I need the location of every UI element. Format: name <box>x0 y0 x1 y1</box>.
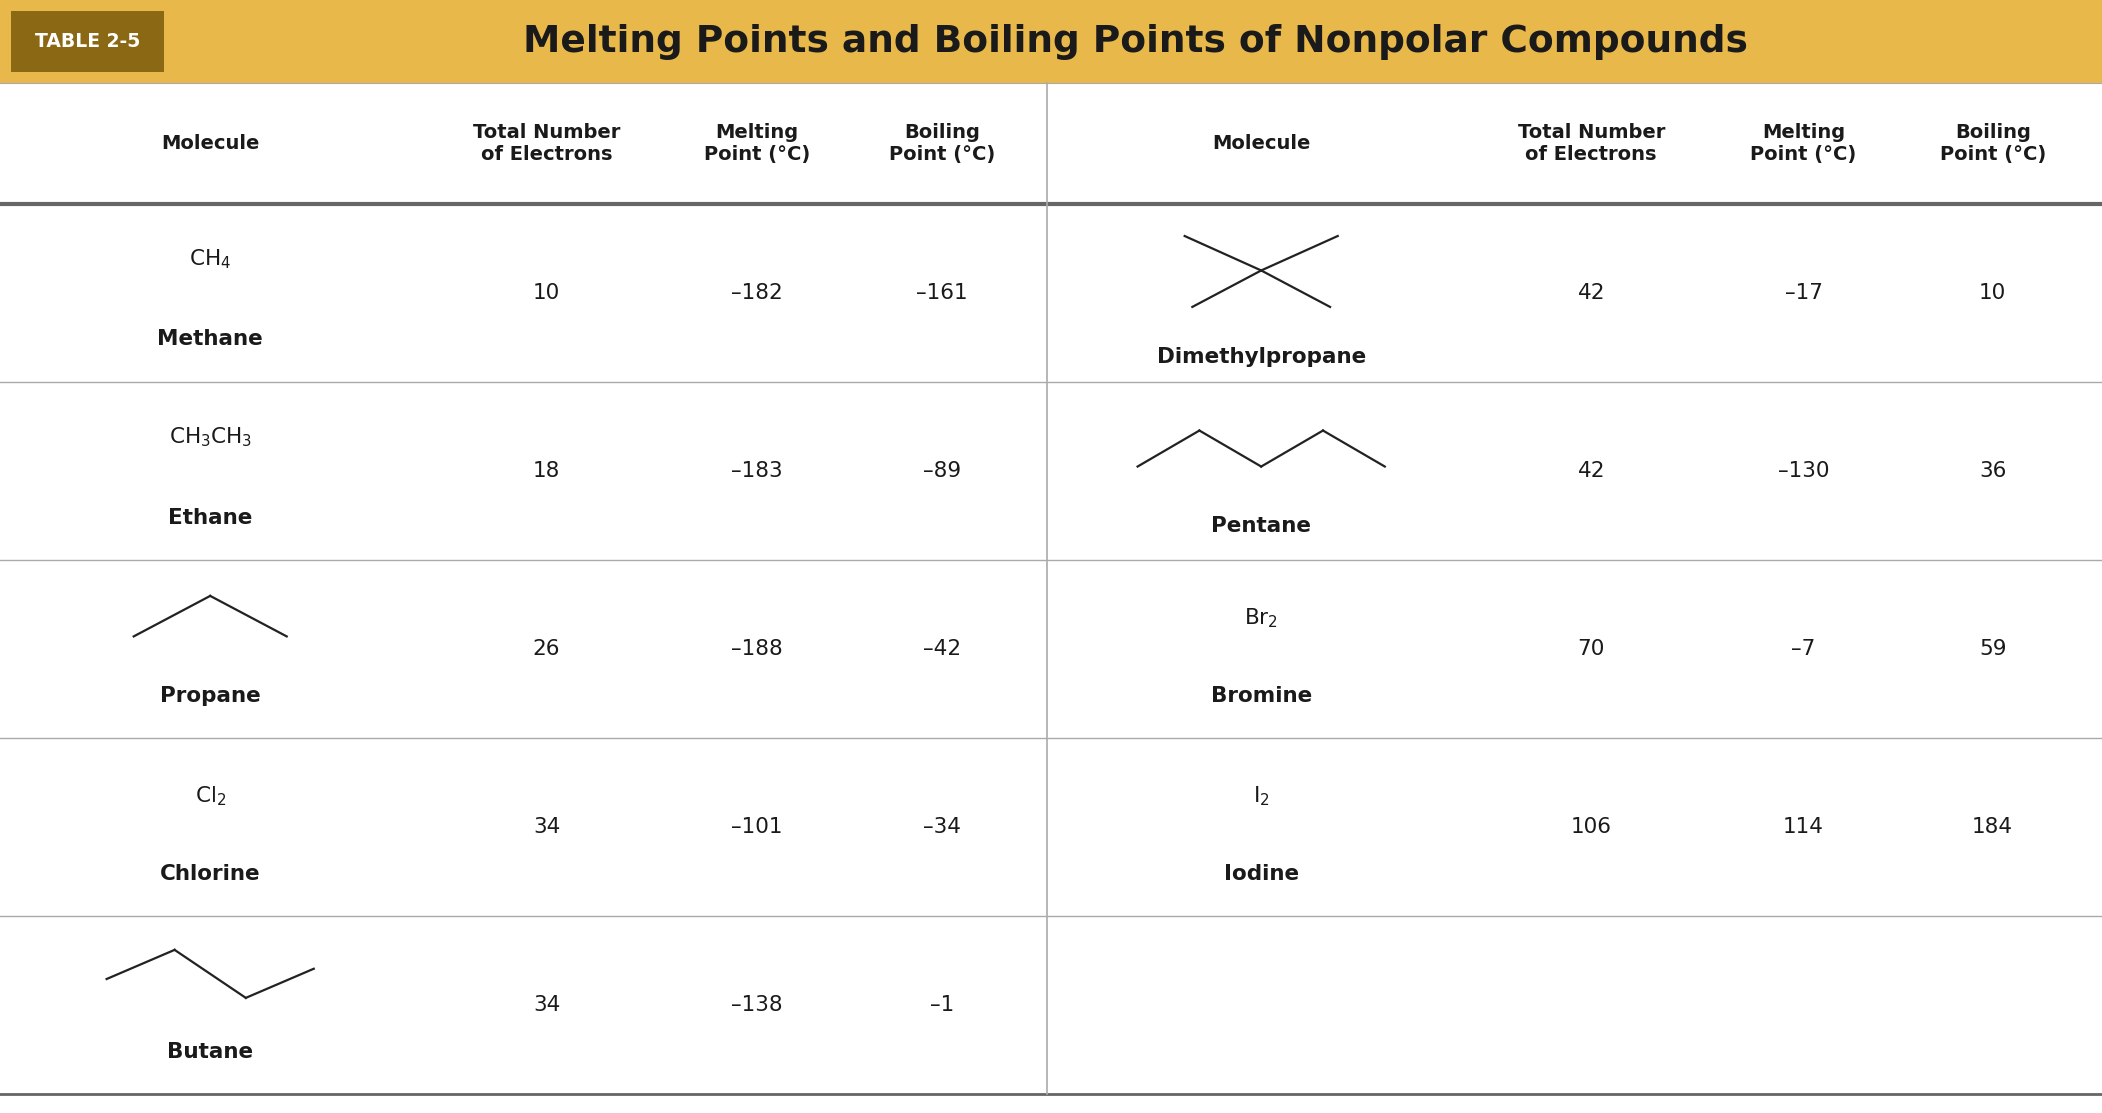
Text: TABLE 2-5: TABLE 2-5 <box>34 32 141 51</box>
Text: Boiling
Point (°C): Boiling Point (°C) <box>889 124 994 164</box>
Text: Butane: Butane <box>168 1042 252 1062</box>
Text: –183: –183 <box>731 461 782 481</box>
Text: Total Number
of Electrons: Total Number of Electrons <box>1518 124 1665 164</box>
Text: Melting
Point (°C): Melting Point (°C) <box>1751 124 1856 164</box>
Bar <box>0 916 2102 1094</box>
Text: Cl$_2$: Cl$_2$ <box>195 784 225 808</box>
Text: 70: 70 <box>1576 639 1606 659</box>
Bar <box>11 11 164 72</box>
Text: Propane: Propane <box>160 686 261 706</box>
Text: 18: 18 <box>532 461 561 481</box>
Bar <box>0 382 2102 560</box>
Text: –188: –188 <box>731 639 782 659</box>
Text: 42: 42 <box>1576 283 1606 303</box>
Text: Total Number
of Electrons: Total Number of Electrons <box>473 124 620 164</box>
Text: Ethane: Ethane <box>168 508 252 528</box>
Text: Br$_2$: Br$_2$ <box>1244 605 1278 630</box>
Text: –1: –1 <box>929 995 954 1015</box>
Text: –161: –161 <box>916 283 967 303</box>
Text: 36: 36 <box>1978 461 2007 481</box>
Text: Pentane: Pentane <box>1211 516 1312 536</box>
Text: Melting
Point (°C): Melting Point (°C) <box>704 124 809 164</box>
Text: 106: 106 <box>1570 817 1612 837</box>
Text: –182: –182 <box>731 283 782 303</box>
Bar <box>0 560 2102 738</box>
Text: 34: 34 <box>532 995 561 1015</box>
Text: Molecule: Molecule <box>162 134 259 154</box>
Text: 10: 10 <box>534 283 559 303</box>
Text: –101: –101 <box>731 817 782 837</box>
Text: –89: –89 <box>923 461 961 481</box>
Text: –42: –42 <box>923 639 961 659</box>
Text: –34: –34 <box>923 817 961 837</box>
Bar <box>0 204 2102 382</box>
Text: 59: 59 <box>1978 639 2007 659</box>
Text: –17: –17 <box>1785 283 1822 303</box>
Text: –7: –7 <box>1791 639 1816 659</box>
Bar <box>0 0 2102 83</box>
Text: –138: –138 <box>731 995 782 1015</box>
Text: Bromine: Bromine <box>1211 686 1312 706</box>
Bar <box>0 83 2102 204</box>
Text: 184: 184 <box>1972 817 2014 837</box>
Text: Iodine: Iodine <box>1223 864 1299 884</box>
Text: –130: –130 <box>1778 461 1829 481</box>
Text: 42: 42 <box>1576 461 1606 481</box>
Text: CH$_3$CH$_3$: CH$_3$CH$_3$ <box>168 425 252 450</box>
Text: 114: 114 <box>1782 817 1825 837</box>
Text: Dimethylpropane: Dimethylpropane <box>1156 347 1366 367</box>
Text: Chlorine: Chlorine <box>160 864 261 884</box>
Text: CH$_4$: CH$_4$ <box>189 247 231 272</box>
Text: I$_2$: I$_2$ <box>1253 784 1270 808</box>
Text: Melting Points and Boiling Points of Nonpolar Compounds: Melting Points and Boiling Points of Non… <box>523 23 1747 60</box>
Bar <box>0 738 2102 916</box>
Text: 34: 34 <box>532 817 561 837</box>
Text: 10: 10 <box>1980 283 2005 303</box>
Text: 26: 26 <box>532 639 561 659</box>
Text: Molecule: Molecule <box>1213 134 1310 154</box>
Text: Boiling
Point (°C): Boiling Point (°C) <box>1940 124 2045 164</box>
Text: Methane: Methane <box>158 329 263 349</box>
